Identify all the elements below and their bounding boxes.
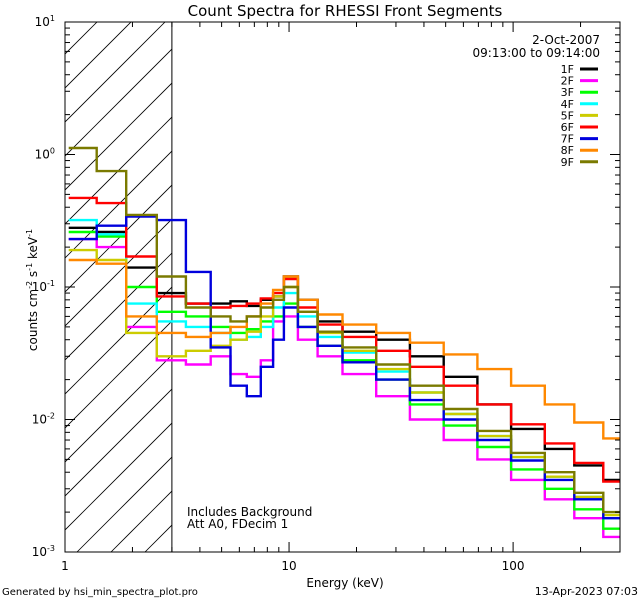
hatch-line: [65, 252, 172, 361]
legend-label-6f: 6F: [561, 121, 574, 134]
hatch-line: [65, 422, 172, 531]
time-range-label: 09:13:00 to 09:14:00: [473, 46, 600, 60]
x-axis-label: Energy (keV): [306, 576, 383, 590]
hatch-line: [65, 354, 172, 463]
hatch-line: [65, 82, 172, 191]
legend-label-7f: 7F: [561, 133, 574, 146]
legend-label-8f: 8F: [561, 144, 574, 157]
hatch-line: [65, 22, 132, 89]
legend-label-2f: 2F: [561, 75, 574, 88]
series-9f: [68, 146, 620, 514]
legend-label-5f: 5F: [561, 109, 574, 122]
hatch-line: [65, 286, 172, 395]
hatch-line: [0, 0, 99, 552]
x-tick-label: 10: [281, 559, 296, 573]
x-tick-label: 100: [502, 559, 525, 573]
hatch-line: [65, 150, 172, 259]
y-tick-label: 10-3: [32, 544, 55, 559]
hatch-line: [0, 0, 133, 552]
footer-timestamp: 13-Apr-2023 07:03: [535, 585, 638, 598]
hatch-line: [65, 22, 166, 123]
legend-label-1f: 1F: [561, 63, 574, 76]
annotation-attenuator: Att A0, FDecim 1: [187, 517, 288, 531]
y-tick-label: 10-1: [32, 279, 55, 294]
y-tick-label: 10-2: [32, 412, 55, 427]
hatch-line: [213, 0, 640, 552]
hatch-line: [65, 388, 172, 497]
hatch-line: [65, 48, 172, 157]
hatch-line: [65, 22, 98, 55]
series-3f: [68, 230, 620, 530]
hatch-line: [247, 0, 640, 552]
hatch-line: [65, 184, 172, 293]
chart-title: Count Spectra for RHESSI Front Segments: [188, 2, 503, 20]
series-7f: [68, 215, 620, 520]
footer-generated-by: Generated by hsi_min_spectra_plot.pro: [2, 587, 198, 598]
legend-label-4f: 4F: [561, 98, 574, 111]
axis-ticks: 1 10 100 10-3 10-2 10-1 100 101: [32, 14, 621, 573]
legend-label-3f: 3F: [561, 86, 574, 99]
date-label: 2-Oct-2007: [532, 33, 600, 47]
annotation-background: Includes Background: [187, 505, 312, 519]
x-tick-label: 1: [61, 559, 69, 573]
series-layer: [68, 146, 620, 539]
y-tick-label: 100: [35, 147, 55, 162]
hatch-line: [65, 218, 172, 327]
legend-label-9f: 9F: [561, 156, 574, 169]
y-axis-label: counts cm-2 s-1 keV-1: [25, 229, 40, 351]
hatched-region: [0, 0, 640, 552]
y-tick-label: 101: [35, 14, 55, 29]
